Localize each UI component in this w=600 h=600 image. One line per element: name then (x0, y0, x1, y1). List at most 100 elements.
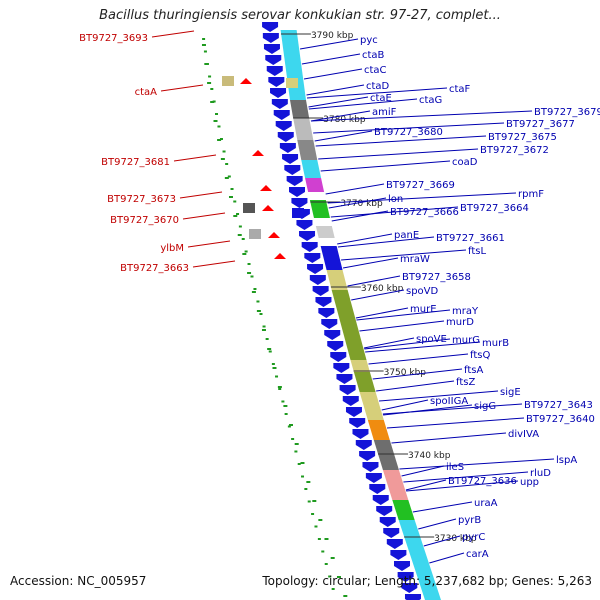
forward-gene-leader (303, 68, 363, 80)
orf-tick-outer (219, 138, 223, 140)
forward-gene-leader (381, 399, 429, 411)
cds-band-segment (359, 392, 384, 420)
orf-tick-mid (267, 348, 272, 350)
orf-tick-outer (259, 313, 263, 315)
forward-gene-leader (325, 183, 385, 195)
orf-tick-mid (210, 101, 215, 103)
cds-band-segment (382, 470, 409, 500)
orf-tick-outer (222, 150, 226, 153)
forward-gene-label: coaD (452, 157, 478, 168)
forward-gene-leader (406, 480, 519, 492)
forward-gene-arrow (376, 506, 393, 516)
forward-gene-label: carA (466, 549, 489, 560)
orf-tick-mid (330, 557, 335, 559)
orf-tick-outer (311, 513, 315, 515)
forward-gene-arrow (339, 385, 356, 395)
orf-tick-outer (238, 225, 242, 228)
forward-gene-leader (356, 309, 451, 321)
forward-gene-label: lspA (556, 455, 577, 466)
orf-tick-outer (233, 200, 237, 203)
forward-gene-label: BT9727_3666 (390, 207, 459, 218)
forward-gene-arrow (315, 297, 332, 307)
orf-tick-mid (300, 462, 305, 464)
forward-gene-arrow (355, 440, 372, 450)
forward-gene-leader (376, 380, 455, 392)
orf-tick-mid (201, 44, 206, 46)
cds-band-segment (305, 178, 325, 192)
orf-tick-outer (244, 250, 248, 253)
forward-gene-label: ctaD (366, 81, 390, 92)
forward-gene-label: ftsQ (470, 350, 490, 361)
cds-band-segment (301, 160, 322, 178)
orf-tick-outer (230, 188, 234, 190)
forward-gene-arrow (333, 363, 350, 373)
orf-tick-mid (204, 63, 209, 65)
orf-tick-mid (288, 424, 293, 426)
forward-gene-label: rluD (530, 468, 551, 479)
forward-gene-arrow (345, 407, 362, 417)
gene-block (292, 208, 304, 218)
forward-gene-arrow (372, 495, 389, 505)
orf-tick-mid (242, 253, 247, 255)
orf-tick-mid (312, 500, 317, 502)
orf-tick-outer (291, 438, 295, 440)
orf-tick-outer (307, 500, 311, 503)
forward-gene-label: mraW (400, 254, 430, 265)
forward-gene-leader (418, 518, 457, 530)
forward-gene-leader (347, 275, 401, 287)
orf-tick-mid (324, 538, 329, 540)
forward-gene-label: sigE (500, 387, 521, 398)
orf-tick-outer (236, 213, 240, 215)
forward-gene-arrow (379, 517, 396, 527)
orf-tick-mid (306, 481, 311, 483)
orf-tick-mid (224, 177, 229, 179)
orf-tick-outer (241, 238, 245, 240)
forward-gene-arrow (390, 550, 407, 560)
cds-band-segment (320, 246, 343, 270)
forward-gene-arrow (327, 341, 344, 351)
forward-gene-label: rpmF (518, 189, 544, 200)
forward-gene-leader (403, 471, 529, 483)
orf-tick-mid (277, 386, 282, 388)
forward-gene-arrow (289, 187, 306, 197)
gene-block (286, 78, 298, 88)
forward-gene-label: pyrC (462, 532, 485, 543)
forward-gene-leader (331, 210, 389, 222)
forward-gene-leader (306, 87, 448, 99)
forward-gene-label: BT9727_3640 (526, 414, 595, 425)
forward-gene-arrow (279, 143, 296, 153)
forward-gene-leader (412, 501, 473, 513)
reverse-gene-label: BT9727_3663 (120, 263, 189, 274)
orf-tick-mid (256, 310, 261, 312)
reverse-gene-arrow (260, 185, 272, 191)
reverse-gene-arrow (240, 78, 252, 84)
orf-tick-outer (314, 525, 318, 528)
forward-gene-leader (379, 390, 499, 402)
orf-tick-outer (247, 263, 251, 265)
cds-band-segment (392, 500, 415, 520)
reverse-gene-leader (182, 212, 226, 220)
forward-gene-leader (355, 307, 409, 319)
cds-band-segment (280, 30, 306, 100)
forward-gene-leader (342, 257, 399, 269)
gene-block (222, 76, 234, 86)
forward-gene-arrow (393, 561, 410, 571)
forward-gene-label: BT9727_3680 (374, 127, 443, 138)
forward-gene-leader (365, 341, 481, 353)
forward-gene-label: spoVE (416, 334, 447, 345)
forward-gene-leader (327, 192, 517, 204)
forward-gene-leader (306, 84, 365, 96)
orf-tick-mid (220, 158, 225, 160)
forward-gene-arrow (336, 374, 353, 384)
orf-tick-outer (215, 113, 219, 115)
reverse-gene-leader (179, 191, 223, 199)
forward-gene-label: BT9727_3643 (524, 400, 593, 411)
forward-gene-arrow (352, 429, 369, 439)
forward-gene-label: divIVA (508, 429, 539, 440)
orf-tick-outer (324, 563, 328, 565)
orf-tick-outer (262, 325, 266, 328)
forward-gene-arrow (286, 176, 303, 186)
orf-tick-outer (328, 575, 332, 578)
orf-tick-outer (250, 275, 254, 278)
